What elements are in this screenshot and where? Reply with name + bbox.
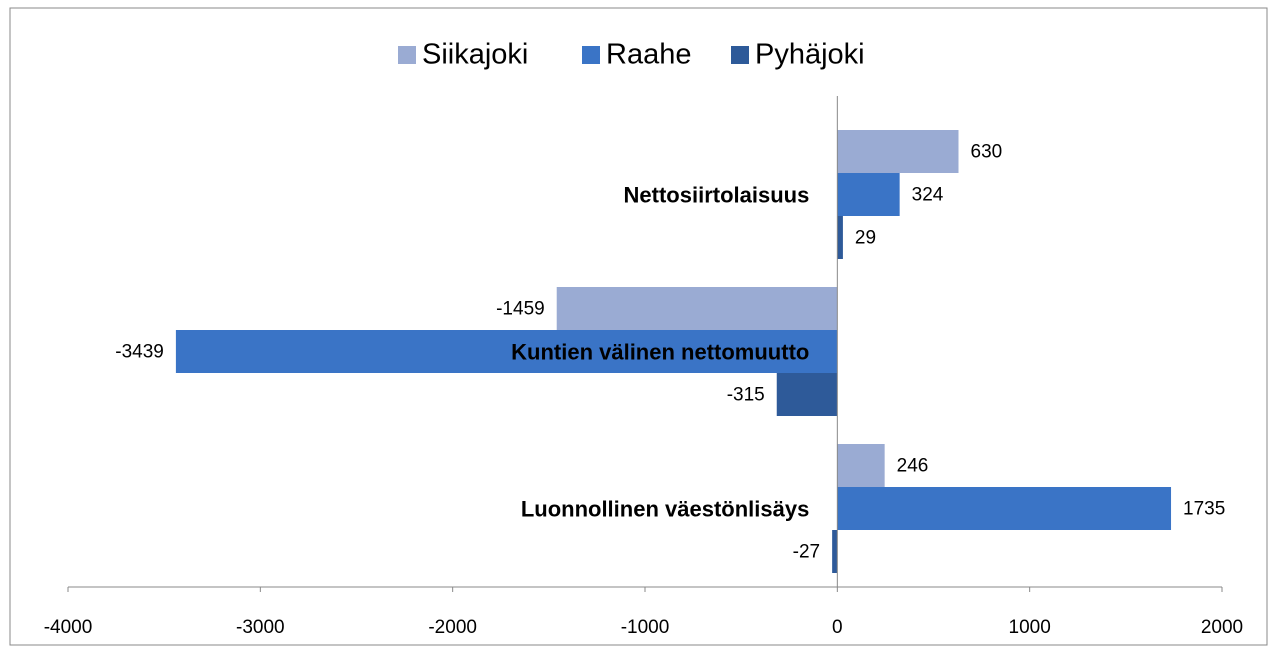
x-tick-label: 0	[832, 617, 843, 638]
category-label: Nettosiirtolaisuus	[624, 182, 810, 207]
legend-swatch	[398, 46, 416, 64]
data-label: -3439	[115, 342, 164, 363]
bar	[837, 444, 885, 487]
data-label: 324	[912, 185, 944, 206]
bar	[837, 130, 959, 173]
category-label: Luonnollinen väestönlisäys	[521, 496, 810, 521]
bar	[175, 330, 838, 373]
data-label: -315	[727, 385, 765, 406]
data-label: 246	[897, 456, 929, 477]
legend-label: Siikajoki	[422, 39, 528, 71]
data-label: 630	[971, 142, 1003, 163]
data-label: 29	[855, 228, 876, 249]
data-label: 1735	[1183, 499, 1225, 520]
bar	[776, 373, 838, 416]
legend-swatch	[582, 46, 600, 64]
x-tick-label: 2000	[1201, 617, 1243, 638]
x-tick-label: -2000	[428, 617, 477, 638]
bar	[837, 487, 1172, 530]
x-tick-label: -1000	[621, 617, 670, 638]
x-tick-label: -3000	[236, 617, 285, 638]
bar	[837, 216, 843, 259]
legend-swatch	[731, 46, 749, 64]
bar	[837, 173, 900, 216]
legend-label: Raahe	[606, 39, 691, 71]
x-tick-label: -4000	[44, 617, 93, 638]
category-label: Kuntien välinen nettomuutto	[511, 339, 809, 364]
data-label: -27	[793, 542, 820, 563]
legend-label: Pyhäjoki	[755, 39, 865, 71]
x-tick-label: 1000	[1009, 617, 1051, 638]
data-label: -1459	[496, 299, 545, 320]
bar	[832, 530, 838, 573]
bar	[556, 287, 838, 330]
